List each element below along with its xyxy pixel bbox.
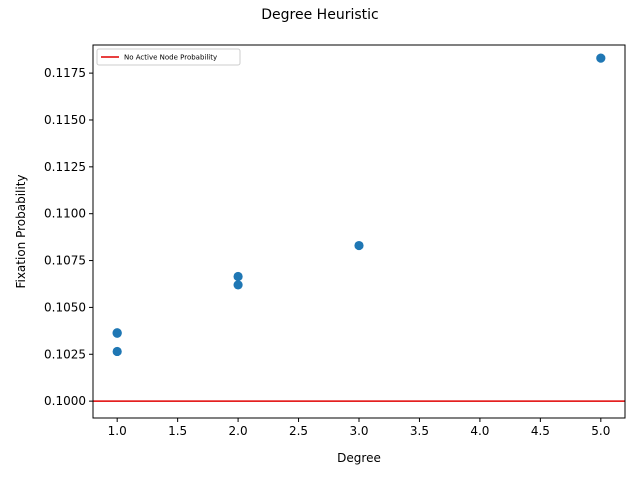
y-tick-label: 0.1050 [44,300,86,314]
data-point [596,53,606,63]
x-tick-label: 1.5 [168,424,187,438]
x-tick-label: 4.0 [470,424,489,438]
axes-frame [92,44,626,419]
y-tick-label: 0.1175 [44,66,86,80]
x-tick-label: 3.5 [410,424,429,438]
y-tick-label: 0.1100 [44,207,86,221]
data-point [112,346,122,357]
y-tick-label: 0.1025 [44,347,86,361]
x-tick-label: 4.5 [531,424,550,438]
x-tick-label: 2.5 [289,424,308,438]
legend: No Active Node Probability [96,48,241,66]
x-tick-label: 2.0 [229,424,248,438]
data-point [354,240,364,251]
y-axis-ticks: 0.1000 0.1025 0.1050 0.1075 0.1100 0.1125 0.11… [44,66,93,408]
y-tick-label: 0.1000 [44,394,86,408]
y-tick-label: 0.1150 [44,113,86,127]
data-point [112,328,122,338]
data-point [233,271,243,282]
x-tick-label: 3.0 [349,424,368,438]
x-axis-label: Degree [337,451,381,465]
legend-label: No Active Node Probability [124,54,217,62]
x-tick-label: 1.0 [108,424,127,438]
points-layer [112,53,606,357]
x-axis-ticks: 1.0 1.5 2.0 2.5 3.0 3.5 4.0 4.5 5.0 [108,418,610,438]
legend-box [96,48,241,66]
y-tick-label: 0.1125 [44,160,86,174]
y-tick-label: 0.1075 [44,254,86,268]
y-axis-label: Fixation Probability [14,174,28,288]
data-point [233,280,243,290]
x-tick-label: 5.0 [591,424,610,438]
chart-title: Degree Heuristic [261,7,379,23]
